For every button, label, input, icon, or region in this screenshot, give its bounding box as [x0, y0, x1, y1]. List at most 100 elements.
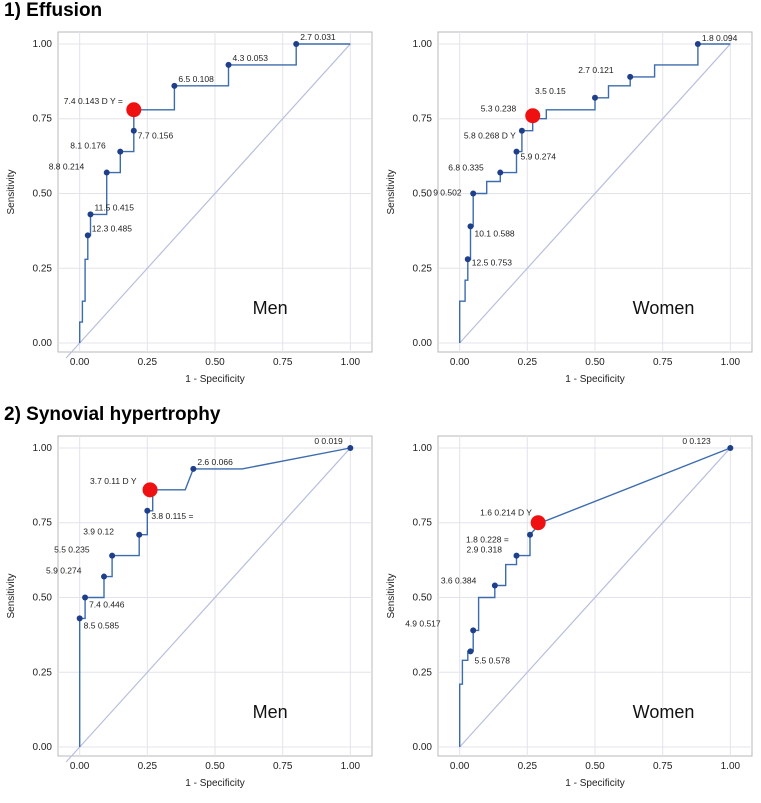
panel-group-label: Women [633, 702, 695, 722]
y-tick-label: 0.25 [413, 263, 433, 274]
optimal-cutpoint-marker [530, 515, 546, 531]
cutpoint-marker [497, 169, 504, 176]
y-tick-label: 0.50 [33, 592, 53, 603]
cutpoint-marker [293, 40, 300, 47]
panel-group-label: Men [253, 298, 288, 318]
roc-chart-effusion-women: 0.00 0.00 0.25 0.25 0.50 0.50 0.75 0.75 1.00 1.00… [386, 31, 753, 385]
reference-diagonal-line [65, 447, 351, 763]
cutpoint-marker [694, 40, 701, 47]
y-tick-label: 0.50 [413, 188, 433, 199]
y-axis-label: Sensitivity [6, 573, 17, 618]
x-tick-label: 0.00 [70, 357, 90, 368]
cutpoint-label: 4.3 0.053 [233, 53, 269, 63]
x-tick-label: 1.00 [341, 761, 361, 772]
roc-chart-synovial-women: 0.00 0.00 0.25 0.25 0.50 0.50 0.75 0.75 1.00 1.00… [386, 435, 753, 789]
y-tick-label: 0.75 [33, 114, 53, 125]
x-tick-label: 0.50 [205, 761, 225, 772]
cutpoint-label: 9 0.502 [433, 187, 462, 197]
cutpoint-label: 3.5 0.15 [535, 86, 566, 96]
reference-diagonal-line [459, 447, 731, 748]
x-tick-label: 0.75 [273, 761, 293, 772]
cutpoint-marker [103, 169, 110, 176]
cutpoint-marker [513, 148, 520, 155]
y-tick-label: 0.75 [33, 518, 53, 529]
cutpoint-label: 8.5 0.585 [84, 620, 120, 630]
reference-diagonal-line [65, 43, 351, 359]
optimal-cutpoint-label: 5.3 0.238 [481, 104, 517, 114]
cutpoint-marker [491, 582, 498, 589]
optimal-cutpoint-marker [126, 102, 142, 118]
x-axis-label: 1 - Specificity [185, 778, 244, 789]
optimal-cutpoint-marker [525, 108, 541, 124]
x-tick-label: 1.00 [721, 761, 741, 772]
y-tick-label: 0.00 [413, 338, 433, 349]
cutpoint-label: 1.8 0.228 = [466, 535, 509, 545]
reference-diagonal-line [459, 43, 731, 344]
x-axis-label: 1 - Specificity [565, 778, 624, 789]
cutpoint-marker [727, 444, 734, 451]
optimal-cutpoint-label: 1.6 0.214 D Y [480, 508, 532, 518]
cutpoint-label: 2.7 0.031 [300, 32, 336, 42]
x-axis-label: 1 - Specificity [565, 374, 624, 385]
cutpoint-label: 3.6 0.384 [441, 576, 477, 586]
cutpoint-marker [144, 507, 151, 514]
cutpoint-marker [470, 190, 477, 197]
cutpoint-label: 6.8 0.335 [448, 163, 484, 173]
cutpoint-marker [467, 648, 474, 655]
cutpoint-label: 5.5 0.235 [54, 545, 90, 555]
cutpoint-marker [171, 82, 178, 89]
y-axis-label: Sensitivity [386, 573, 397, 618]
cutpoint-marker [518, 127, 525, 134]
x-tick-label: 0.75 [653, 761, 673, 772]
cutpoint-label: 12.3 0.485 [92, 223, 132, 233]
x-tick-label: 0.50 [205, 357, 225, 368]
cutpoint-label: 0 0.019 [314, 436, 343, 446]
cutpoint-label: 7.7 0.156 [138, 131, 174, 141]
x-tick-label: 0.25 [518, 761, 538, 772]
cutpoint-label: 10.1 0.588 [474, 228, 514, 238]
cutpoint-marker [513, 552, 520, 559]
y-tick-label: 0.00 [33, 742, 53, 753]
cutpoint-marker [592, 94, 598, 101]
cutpoint-marker [527, 531, 534, 538]
y-tick-label: 1.00 [33, 39, 53, 50]
section-title-synovial-hypertrophy: 2) Synovial hypertrophy [4, 404, 221, 425]
y-tick-label: 0.00 [413, 742, 433, 753]
cutpoint-marker [627, 73, 634, 80]
cutpoint-marker [464, 256, 471, 263]
y-tick-label: 0.75 [413, 518, 433, 529]
y-tick-label: 1.00 [413, 39, 433, 50]
cutpoint-label: 3.9 0.12 [83, 527, 114, 537]
y-tick-label: 0.00 [33, 338, 53, 349]
y-tick-label: 1.00 [33, 443, 53, 454]
cutpoint-label: 2.6 0.066 [197, 457, 233, 467]
y-axis-label: Sensitivity [6, 169, 17, 214]
cutpoint-label: 11.5 0.415 [94, 202, 134, 212]
y-tick-label: 0.25 [413, 667, 433, 678]
y-tick-label: 0.50 [413, 592, 433, 603]
x-tick-label: 0.25 [138, 357, 158, 368]
cutpoint-marker [117, 148, 124, 155]
y-tick-label: 1.00 [413, 443, 433, 454]
cutpoint-marker [84, 232, 91, 239]
y-tick-label: 0.25 [33, 263, 53, 274]
panel-group-label: Men [253, 702, 288, 722]
cutpoint-label: 12.5 0.753 [472, 257, 512, 267]
cutpoint-label: 5.5 0.578 [474, 655, 510, 665]
cutpoint-marker [136, 531, 143, 538]
cutpoint-label: 5.9 0.274 [46, 566, 82, 576]
x-tick-label: 0.50 [585, 357, 605, 368]
panel-group-label: Women [633, 298, 695, 318]
cutpoint-marker [130, 127, 137, 134]
cutpoint-label: 5.9 0.274 [521, 152, 557, 162]
x-tick-label: 0.00 [70, 761, 90, 772]
roc-chart-effusion-men: 0.00 0.00 0.25 0.25 0.50 0.50 0.75 0.75 1.00 1.00… [6, 31, 373, 385]
x-tick-label: 0.00 [450, 357, 470, 368]
y-tick-label: 0.25 [33, 667, 53, 678]
x-tick-label: 0.00 [450, 761, 470, 772]
cutpoint-label: 2.7 0.121 [578, 65, 614, 75]
x-tick-label: 1.00 [721, 357, 741, 368]
cutpoint-label: 1.8 0.094 [702, 33, 738, 43]
cutpoint-marker [87, 211, 94, 218]
y-axis-label: Sensitivity [386, 169, 397, 214]
